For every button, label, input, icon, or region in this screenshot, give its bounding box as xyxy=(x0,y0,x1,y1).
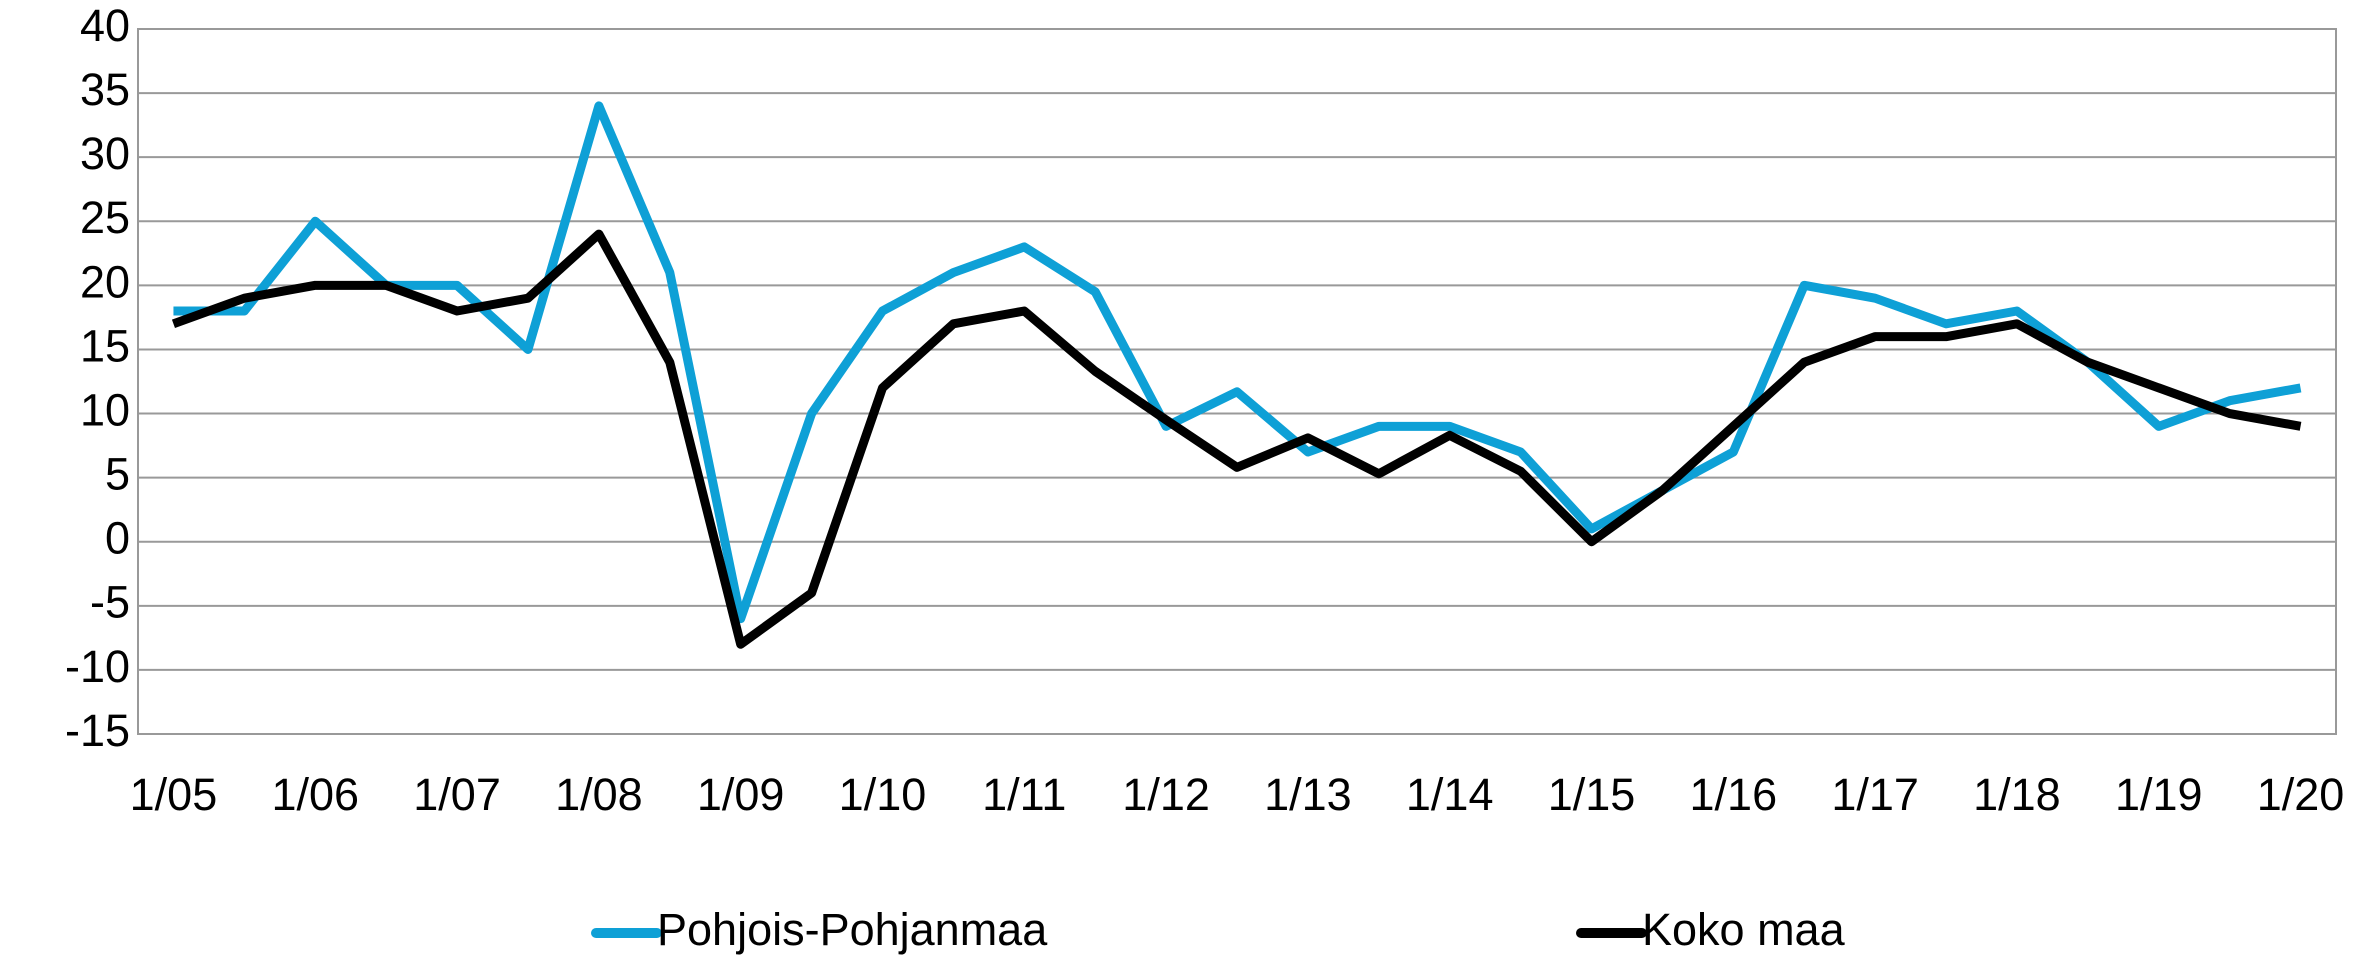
y-tick-label: 15 xyxy=(80,320,130,371)
y-tick-label: -15 xyxy=(65,705,130,756)
legend-label: Pohjois-Pohjanmaa xyxy=(657,904,1048,955)
y-tick-label: 10 xyxy=(80,384,130,435)
x-tick-label: 1/10 xyxy=(839,769,927,820)
plot-border xyxy=(137,28,2337,735)
x-tick-label: 1/06 xyxy=(271,769,359,820)
series-line xyxy=(171,229,2302,649)
y-tick-label: 5 xyxy=(105,449,130,500)
y-tick-label: -10 xyxy=(65,641,130,692)
x-tick-label: 1/11 xyxy=(982,769,1066,820)
x-tick-label: 1/15 xyxy=(1548,769,1636,820)
x-tick-label: 1/08 xyxy=(555,769,643,820)
x-tick-label: 1/17 xyxy=(1831,769,1919,820)
y-tick-label: -5 xyxy=(90,577,130,628)
y-tick-label: 20 xyxy=(80,256,130,307)
x-tick-label: 1/19 xyxy=(2115,769,2203,820)
y-tick-label: 40 xyxy=(80,0,130,51)
x-tick-label: 1/05 xyxy=(130,769,218,820)
y-tick-label: 0 xyxy=(105,513,130,564)
x-tick-label: 1/14 xyxy=(1406,769,1494,820)
legend-label: Koko maa xyxy=(1642,904,1846,955)
series-line xyxy=(173,101,2302,624)
x-tick-label: 1/12 xyxy=(1122,769,1210,820)
y-tick-label: 35 xyxy=(80,64,130,115)
x-tick-label: 1/09 xyxy=(697,769,785,820)
x-tick-label: 1/16 xyxy=(1690,769,1778,820)
y-tick-label: 30 xyxy=(80,128,130,179)
x-tick-label: 1/18 xyxy=(1973,769,2061,820)
y-tick-label: 25 xyxy=(80,192,130,243)
x-tick-label: 1/13 xyxy=(1264,769,1352,820)
x-tick-label: 1/20 xyxy=(2257,769,2345,820)
x-tick-label: 1/07 xyxy=(413,769,501,820)
